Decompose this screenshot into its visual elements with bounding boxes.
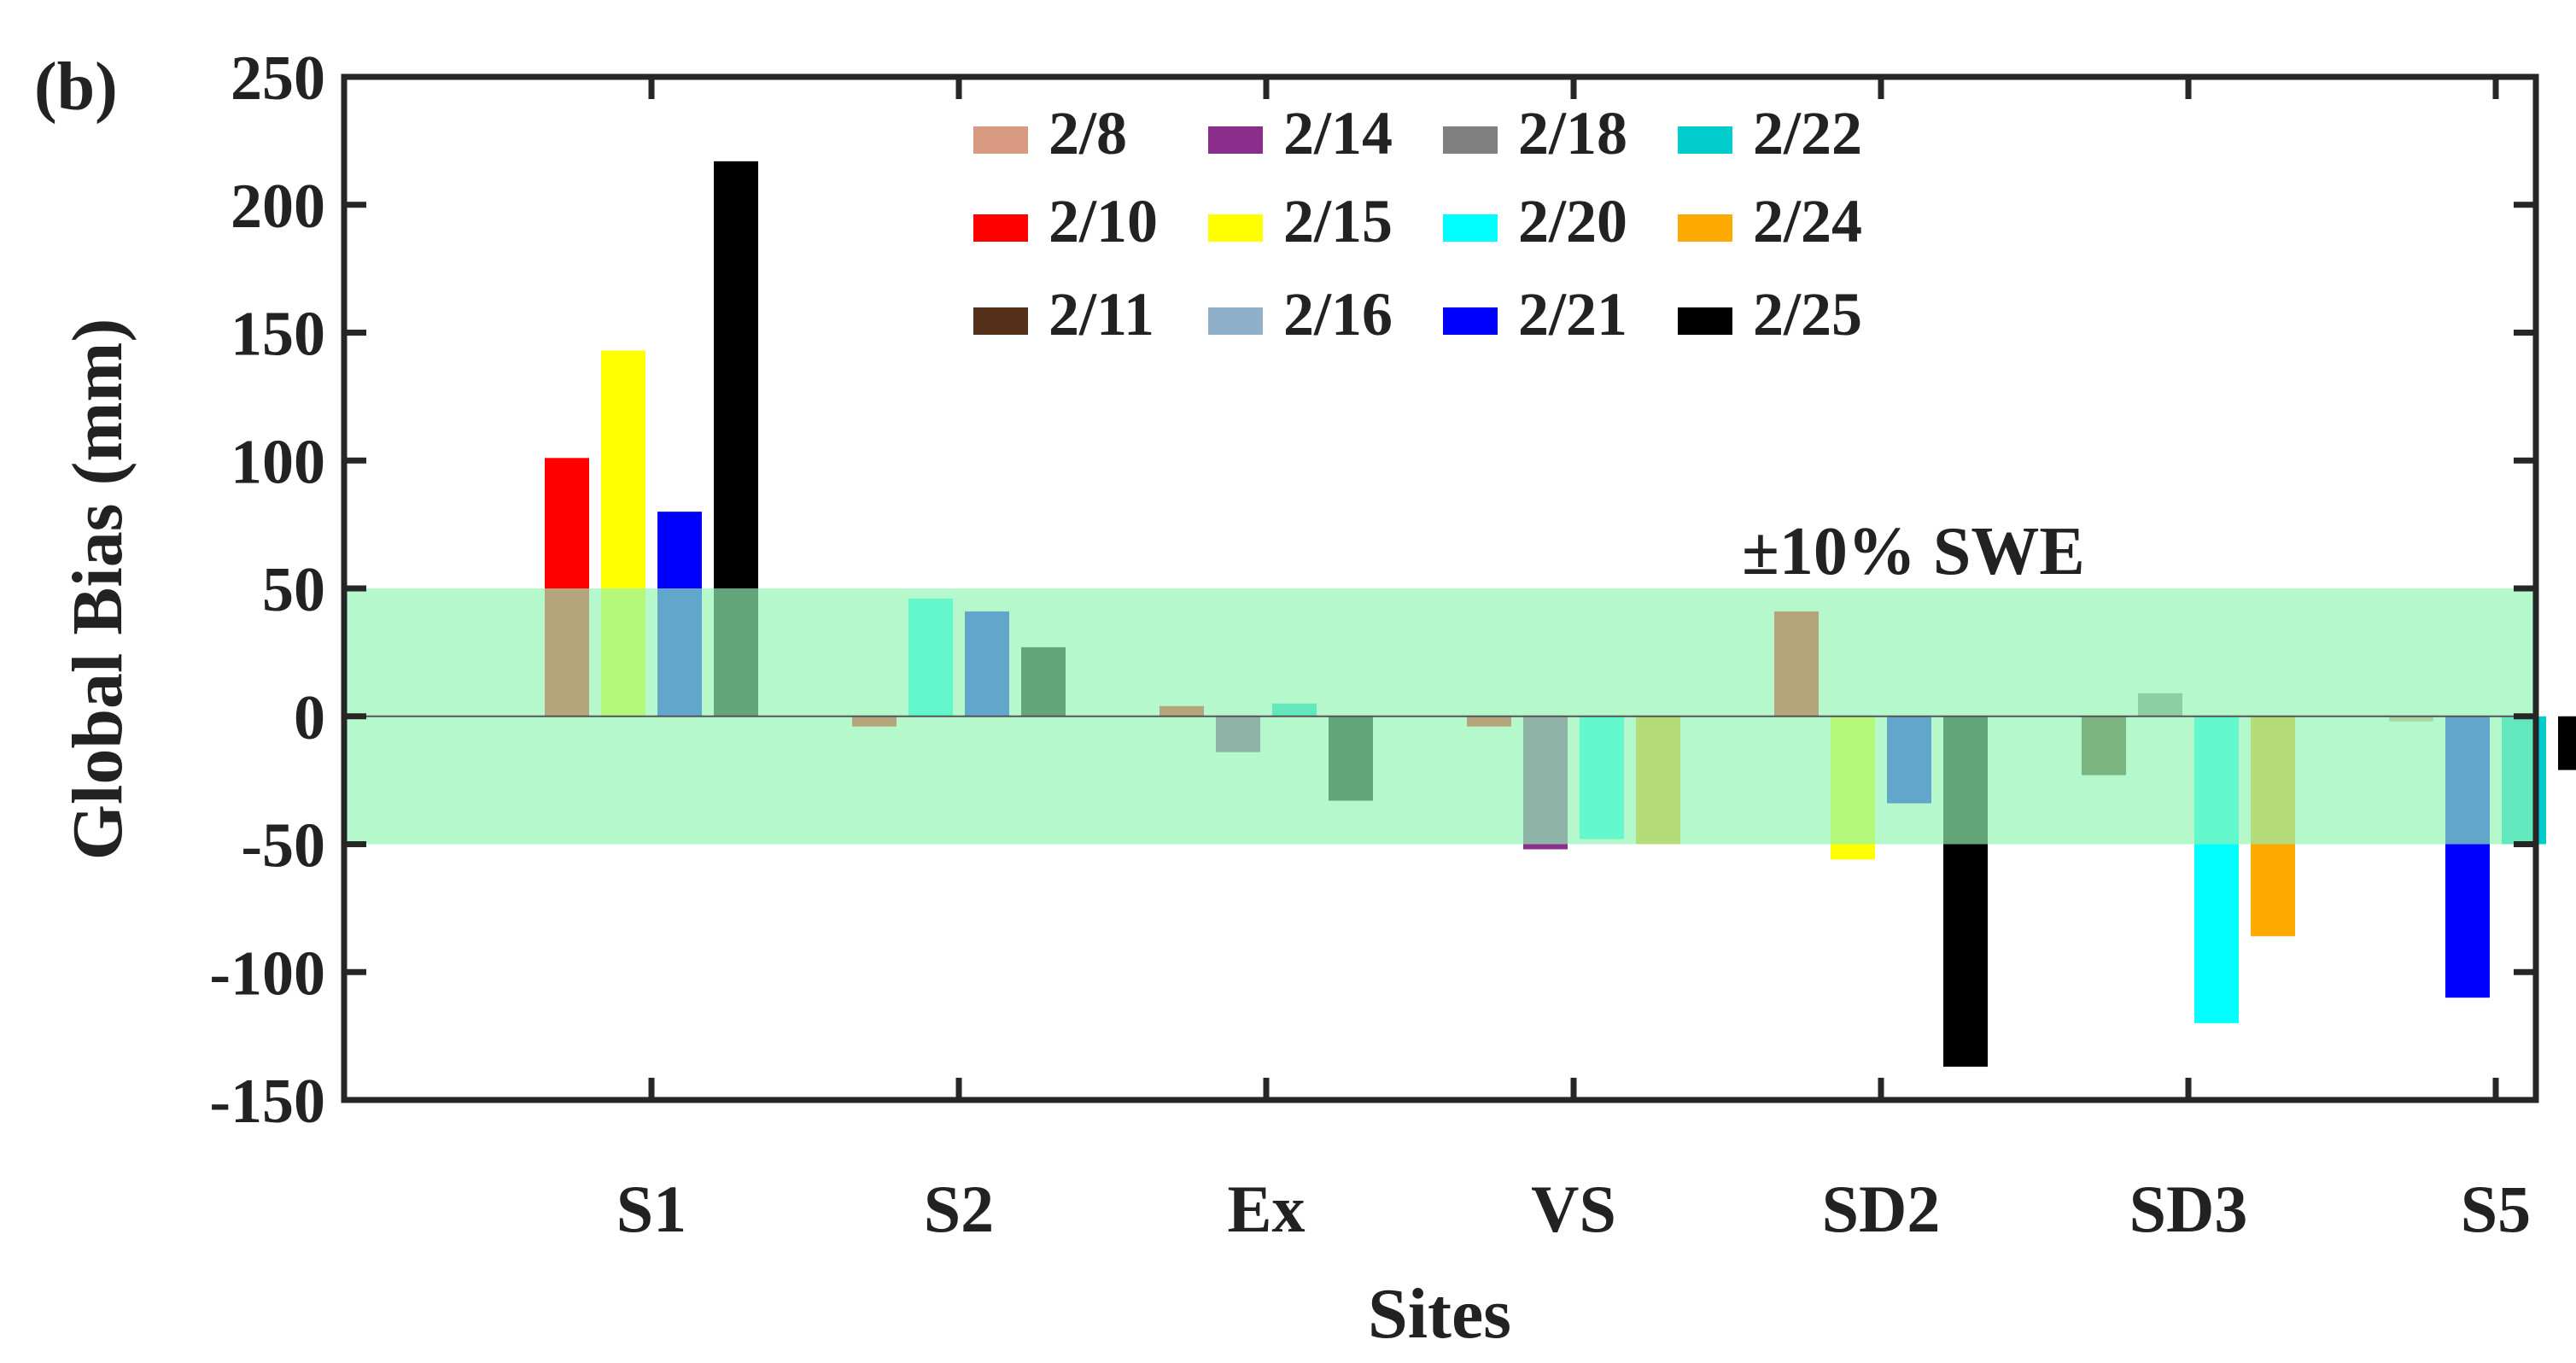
legend-item: 2/21 (1443, 280, 1627, 348)
legend-label: 2/22 (1753, 99, 1862, 167)
legend-swatch (1443, 307, 1498, 335)
legend-label: 2/20 (1518, 187, 1627, 255)
xtick-label: SD3 (2129, 1172, 2248, 1246)
legend-item: 2/24 (1678, 187, 1862, 255)
y-axis-title: Global Bias (mm) (58, 319, 137, 861)
legend-label: 2/18 (1518, 99, 1627, 167)
ytick-label: 100 (231, 427, 325, 497)
legend-item: 2/25 (1678, 280, 1862, 348)
ytick-label: 150 (231, 300, 325, 370)
panel-label: (b) (34, 50, 118, 125)
ytick-label: 50 (262, 555, 325, 625)
legend-label: 2/16 (1283, 280, 1393, 348)
ytick-label: 200 (231, 172, 325, 242)
legend-label: 2/25 (1753, 280, 1862, 348)
ytick-label: -100 (209, 939, 325, 1009)
legend-swatch (1443, 126, 1498, 154)
legend-label: 2/21 (1518, 280, 1627, 348)
legend-item: 2/11 (973, 280, 1154, 348)
legend-swatch (1208, 214, 1263, 242)
legend-item: 2/14 (1208, 99, 1393, 167)
xtick-label: S1 (616, 1172, 686, 1246)
legend-swatch (973, 307, 1028, 335)
legend-label: 2/11 (1049, 280, 1154, 348)
ytick-label: 250 (231, 44, 325, 114)
legend-swatch (973, 126, 1028, 154)
xtick-label: Ex (1227, 1172, 1305, 1246)
legend-item: 2/20 (1443, 187, 1627, 255)
xtick-label: SD2 (1822, 1172, 1941, 1246)
legend-swatch (1678, 126, 1732, 154)
legend-label: 2/8 (1049, 99, 1127, 167)
legend-item: 2/18 (1443, 99, 1627, 167)
legend-item: 2/15 (1208, 187, 1393, 255)
legend-item: 2/10 (973, 187, 1158, 255)
legend-swatch (1678, 214, 1732, 242)
legend-swatch (1443, 214, 1498, 242)
legend-swatch (1208, 307, 1263, 335)
legend-label: 2/24 (1753, 187, 1862, 255)
bar-s5-2-25[interactable] (2558, 716, 2576, 770)
ytick-label: 0 (294, 683, 325, 753)
ytick-label: -150 (209, 1067, 325, 1137)
legend-label: 2/14 (1283, 99, 1393, 167)
xtick-label: S2 (924, 1172, 994, 1246)
legend-swatch (973, 214, 1028, 242)
legend-item: 2/16 (1208, 280, 1393, 348)
legend-label: 2/10 (1049, 187, 1158, 255)
legend-label: 2/15 (1283, 187, 1393, 255)
legend-swatch (1208, 126, 1263, 154)
legend-swatch (1678, 307, 1732, 335)
xtick-label: S5 (2461, 1172, 2531, 1246)
legend-item: 2/8 (973, 99, 1127, 167)
xtick-label: VS (1531, 1172, 1616, 1246)
legend-item: 2/22 (1678, 99, 1862, 167)
ytick-label: -50 (241, 811, 325, 881)
band-label: ±10% SWE (1742, 514, 2085, 589)
x-axis-title: Sites (1368, 1274, 1511, 1354)
